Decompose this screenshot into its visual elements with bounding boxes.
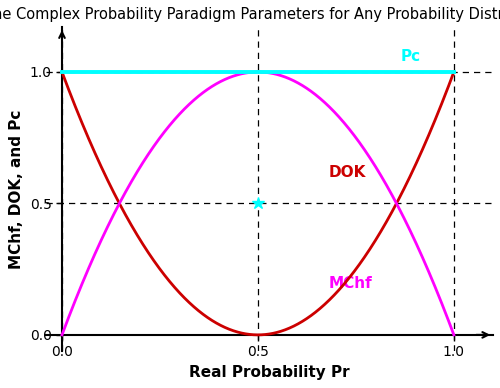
- Text: MChf: MChf: [328, 275, 372, 291]
- X-axis label: Real Probability Pr: Real Probability Pr: [190, 365, 350, 380]
- Text: DOK: DOK: [328, 165, 366, 180]
- Y-axis label: MChf, DOK, and Pc: MChf, DOK, and Pc: [9, 109, 24, 268]
- Text: Pc: Pc: [401, 49, 421, 64]
- Title: The Complex Probability Paradigm Parameters for Any Probability Distribution: The Complex Probability Paradigm Paramet…: [0, 7, 500, 22]
